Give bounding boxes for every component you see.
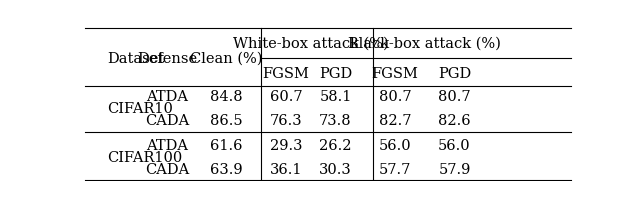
Text: 57.7: 57.7	[379, 162, 411, 176]
Text: 76.3: 76.3	[269, 113, 302, 127]
Text: 82.7: 82.7	[379, 113, 412, 127]
Text: CADA: CADA	[145, 113, 189, 127]
Text: ATDA: ATDA	[146, 90, 188, 104]
Text: 60.7: 60.7	[269, 90, 302, 104]
Text: White-box attack (%): White-box attack (%)	[233, 36, 388, 50]
Text: 26.2: 26.2	[319, 139, 352, 152]
Text: 73.8: 73.8	[319, 113, 352, 127]
Text: CIFAR10: CIFAR10	[108, 102, 173, 115]
Text: FGSM: FGSM	[372, 67, 419, 81]
Text: 80.7: 80.7	[379, 90, 412, 104]
Text: Defense: Defense	[137, 52, 197, 66]
Text: ATDA: ATDA	[146, 139, 188, 152]
Text: 63.9: 63.9	[210, 162, 243, 176]
Text: 30.3: 30.3	[319, 162, 352, 176]
Text: 56.0: 56.0	[379, 139, 412, 152]
Text: 56.0: 56.0	[438, 139, 471, 152]
Text: 29.3: 29.3	[269, 139, 302, 152]
Text: 61.6: 61.6	[210, 139, 243, 152]
Text: Black-box attack (%): Black-box attack (%)	[348, 36, 501, 50]
Text: CIFAR100: CIFAR100	[108, 150, 182, 164]
Text: FGSM: FGSM	[262, 67, 309, 81]
Text: 82.6: 82.6	[438, 113, 471, 127]
Text: 57.9: 57.9	[438, 162, 470, 176]
Text: Dataset: Dataset	[108, 52, 164, 66]
Text: PGD: PGD	[438, 67, 471, 81]
Text: Clean (%): Clean (%)	[190, 52, 262, 66]
Text: 58.1: 58.1	[319, 90, 351, 104]
Text: 36.1: 36.1	[269, 162, 302, 176]
Text: CADA: CADA	[145, 162, 189, 176]
Text: PGD: PGD	[319, 67, 352, 81]
Text: 86.5: 86.5	[210, 113, 243, 127]
Text: 80.7: 80.7	[438, 90, 471, 104]
Text: 84.8: 84.8	[210, 90, 243, 104]
